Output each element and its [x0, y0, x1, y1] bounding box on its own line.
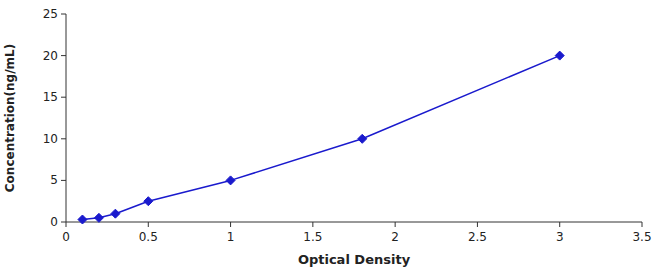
line: [82, 56, 559, 220]
point: [94, 213, 103, 222]
y-tick: [61, 55, 66, 56]
y-tick-label: 25: [43, 7, 58, 21]
x-tick-label: 1.5: [303, 230, 322, 244]
x-tick-label: 2: [391, 230, 399, 244]
x-tick: [559, 222, 560, 227]
x-tick-label: 3.5: [632, 230, 651, 244]
x-tick-label: 1: [227, 230, 235, 244]
plot-area: [78, 51, 564, 224]
point: [226, 176, 235, 185]
point: [358, 134, 367, 143]
x-tick-label: 0: [62, 230, 70, 244]
chart: 0 0.5 1 1.5 2 2.5 3 3.5 0 5 10 15 20 25 Optical Densit…: [0, 0, 664, 272]
y-tick: [61, 222, 66, 223]
x-tick: [642, 222, 643, 227]
x-tick: [230, 222, 231, 227]
y-tick-label: 5: [50, 173, 58, 187]
y-tick-label: 15: [43, 90, 58, 104]
y-tick-label: 10: [43, 132, 58, 146]
x-tick: [148, 222, 149, 227]
x-axis-line: [66, 222, 642, 223]
x-tick: [477, 222, 478, 227]
x-tick-label: 3: [556, 230, 564, 244]
point: [144, 197, 153, 206]
chart-container: 0 0.5 1 1.5 2 2.5 3 3.5 0 5 10 15 20 25 Optical Densit…: [0, 0, 664, 272]
point: [78, 215, 87, 224]
y-tick: [61, 180, 66, 181]
x-tick: [395, 222, 396, 227]
x-tick: [66, 222, 67, 227]
y-tick: [61, 138, 66, 139]
y-tick: [61, 97, 66, 98]
x-tick-label: 0.5: [139, 230, 158, 244]
point: [555, 51, 564, 60]
x-axis-label: Optical Density: [298, 252, 411, 267]
y-tick: [61, 14, 66, 15]
point: [111, 209, 120, 218]
y-axis-label: Concentration(ng/mL): [3, 44, 17, 192]
axes: 0 0.5 1 1.5 2 2.5 3 3.5 0 5 10 15 20 25: [43, 7, 652, 244]
y-tick-label: 0: [50, 215, 58, 229]
x-tick: [312, 222, 313, 227]
y-tick-label: 20: [43, 49, 58, 63]
x-tick-label: 2.5: [468, 230, 487, 244]
y-axis-line: [66, 14, 67, 222]
